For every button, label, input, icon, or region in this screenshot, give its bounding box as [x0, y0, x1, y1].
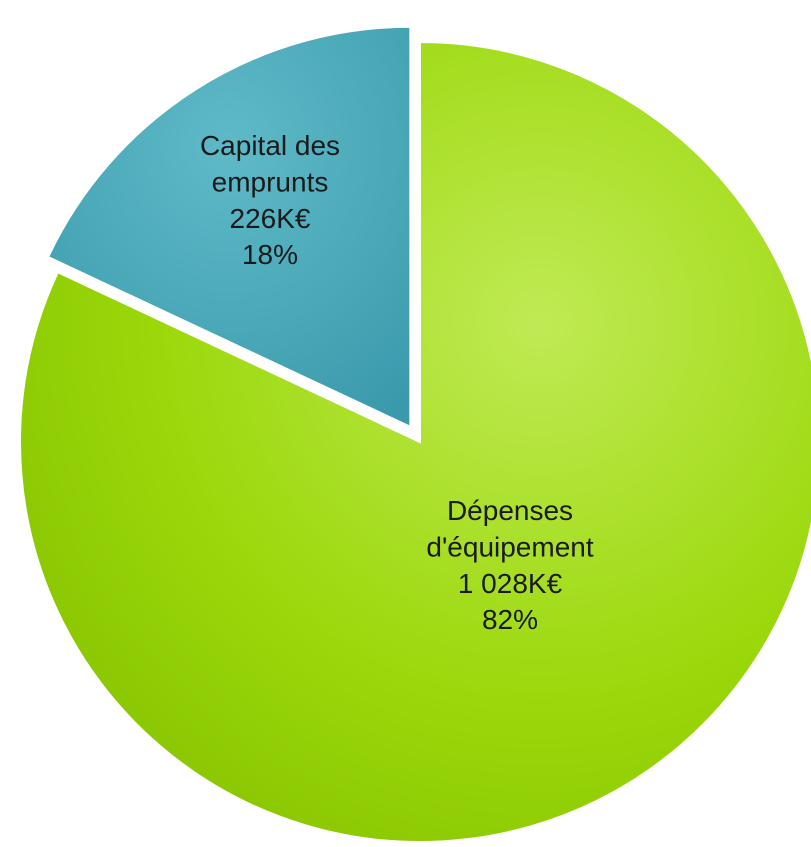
slice-label-line: emprunts	[212, 166, 329, 197]
pie-slices	[20, 27, 811, 842]
slice-label-line: 1 028K€	[458, 568, 563, 599]
slice-label-line: d'équipement	[426, 531, 593, 562]
slice-label-line: 226K€	[230, 203, 311, 234]
slice-label-line: 82%	[482, 604, 538, 635]
slice-label-line: Capital des	[200, 130, 340, 161]
slice-label-line: 18%	[242, 239, 298, 270]
slice-label-line: Dépenses	[447, 495, 573, 526]
